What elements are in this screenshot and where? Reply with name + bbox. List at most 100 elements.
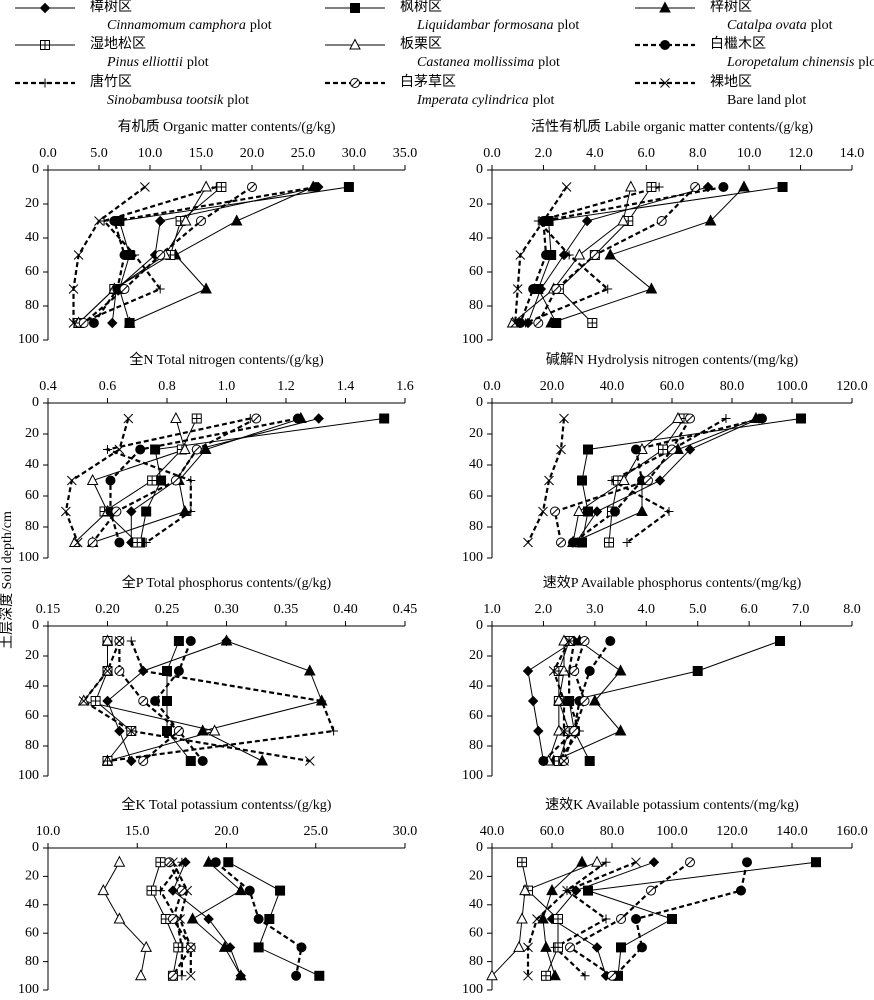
marker (196, 724, 209, 736)
marker-shape (583, 885, 593, 896)
marker (702, 181, 714, 193)
marker-shape (140, 940, 153, 952)
marker-shape (631, 914, 641, 924)
marker-shape (668, 445, 676, 454)
marker (796, 413, 806, 424)
marker (565, 942, 575, 953)
marker (564, 250, 574, 260)
marker-shape (317, 696, 327, 706)
x-tick-label: 20.0 (214, 824, 239, 839)
x-tick-label: 140.0 (776, 824, 808, 839)
marker (559, 726, 569, 736)
marker (141, 506, 152, 517)
marker (533, 216, 543, 226)
marker (541, 970, 551, 981)
marker (177, 857, 187, 867)
marker (114, 537, 125, 548)
series-line (562, 640, 586, 762)
marker-shape (587, 318, 597, 328)
marker-shape (252, 414, 260, 423)
marker (97, 884, 110, 896)
marker (126, 506, 137, 517)
marker-shape (533, 725, 544, 737)
panel-title: 速效P Available phosphorus contents/(mg/kg… (543, 575, 802, 591)
marker (197, 756, 208, 766)
marker (60, 506, 71, 517)
marker-shape (193, 445, 201, 454)
marker (234, 969, 247, 981)
marker (175, 914, 185, 924)
panel-title: 有机质 Organic matter contents/(g/kg) (118, 119, 336, 135)
marker-shape (654, 182, 664, 192)
marker (685, 413, 695, 424)
marker (523, 970, 533, 981)
marker-shape (589, 694, 601, 706)
marker-shape (603, 284, 613, 294)
marker-shape (296, 942, 307, 953)
marker-shape (101, 634, 114, 646)
marker-shape (584, 756, 595, 766)
x-tick-label: 8.0 (689, 146, 707, 161)
marker (660, 40, 670, 50)
legend-latin: Cinnamomum camphora plot (107, 18, 272, 33)
marker (742, 857, 752, 868)
marker (576, 855, 588, 867)
marker (591, 506, 603, 517)
marker-shape (200, 282, 212, 294)
marker-shape (520, 318, 530, 328)
legend-latin: Liquidambar formosana plot (416, 18, 579, 33)
marker (105, 475, 116, 486)
marker (211, 182, 221, 192)
marker-shape (591, 251, 599, 259)
marker-shape (775, 636, 785, 646)
marker (134, 969, 147, 981)
marker-shape (178, 887, 186, 895)
marker-shape (210, 857, 221, 868)
x-tick-label: 80.0 (720, 379, 745, 394)
marker-shape (73, 250, 84, 260)
marker (616, 914, 626, 924)
marker (101, 634, 114, 646)
marker (177, 942, 187, 952)
marker-shape (564, 696, 574, 706)
marker-shape (291, 970, 302, 981)
marker-shape (211, 182, 221, 192)
y-tick-label: 20 (25, 426, 39, 441)
marker-shape (544, 475, 554, 486)
marker-shape (540, 940, 552, 952)
marker (544, 475, 554, 486)
marker-shape (156, 475, 167, 486)
marker-shape (132, 538, 142, 547)
y-tick-label: 60 (469, 264, 483, 279)
series-line (572, 417, 763, 544)
marker (589, 694, 601, 706)
marker (581, 215, 593, 227)
x-tick-label: 10.0 (138, 146, 163, 161)
marker-shape (234, 969, 247, 981)
marker-shape (704, 214, 717, 226)
marker (210, 857, 221, 868)
marker-shape (185, 942, 196, 953)
marker (155, 857, 166, 868)
marker (244, 885, 255, 896)
marker (519, 884, 531, 896)
marker-shape (523, 537, 533, 548)
marker (559, 413, 569, 424)
marker (568, 537, 578, 548)
marker (343, 182, 354, 192)
marker-shape (777, 182, 788, 192)
marker-shape (549, 969, 561, 981)
latin-suffix: plot (858, 55, 874, 70)
marker (126, 636, 136, 646)
marker (185, 942, 196, 953)
marker-shape (105, 475, 116, 486)
marker (553, 724, 565, 736)
marker-shape (558, 634, 570, 646)
marker (486, 969, 498, 981)
y-tick-label: 80 (25, 519, 39, 534)
x-tick-label: 2.0 (535, 602, 553, 617)
marker-shape (138, 666, 148, 676)
marker-shape (175, 914, 185, 924)
marker-shape (513, 940, 525, 952)
